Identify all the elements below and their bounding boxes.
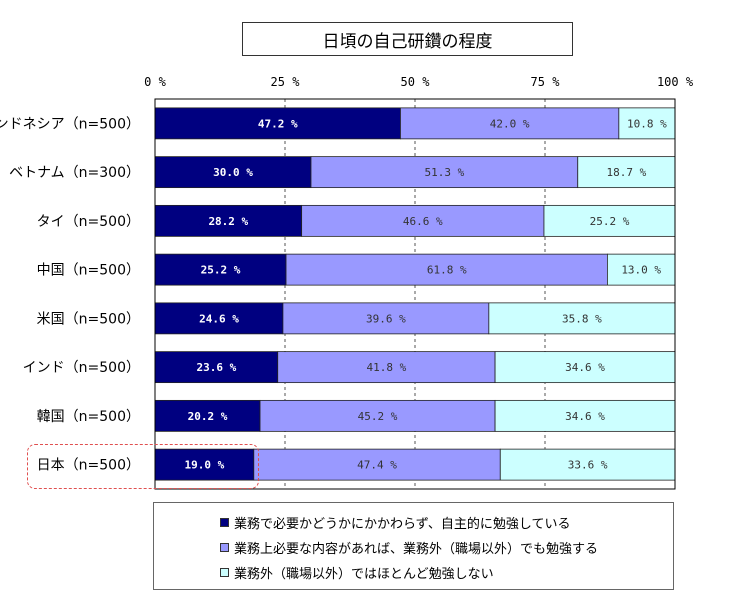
data-label: 46.6 % — [403, 215, 443, 228]
legend-swatch-if-needed — [220, 543, 229, 552]
category-label: ベトナム（n=300） — [9, 165, 140, 181]
data-label: 42.0 % — [490, 117, 530, 130]
data-label: 61.8 % — [427, 264, 467, 277]
data-label: 35.8 % — [562, 312, 602, 325]
bar-segment — [607, 253, 676, 286]
bar-segment — [154, 107, 401, 140]
data-label: 30.0 % — [213, 166, 253, 179]
bar-segment — [154, 351, 279, 384]
data-label: 41.8 % — [367, 361, 407, 374]
category-label: インド（n=500） — [23, 360, 140, 376]
data-label: 34.6 % — [565, 410, 605, 423]
legend-item: 業務上必要な内容があれば、業務外（職場以外）でも勉強する — [220, 535, 673, 560]
bar-segment — [494, 399, 676, 432]
data-label: 20.2 % — [188, 410, 228, 423]
bar-segment — [154, 156, 312, 189]
bar-segment — [543, 204, 676, 237]
legend-label: 業務外（職場以外）ではほとんど勉強しない — [234, 567, 494, 582]
data-label: 39.6 % — [366, 312, 406, 325]
bar-segment — [400, 107, 620, 140]
bar-segment — [285, 253, 608, 286]
bar-segment — [154, 204, 303, 237]
x-tick-label: 25 % — [271, 75, 301, 89]
bar-segment — [277, 351, 496, 384]
bar-segment — [154, 302, 284, 335]
bar-segment — [253, 448, 501, 481]
legend-item: 業務外（職場以外）ではほとんど勉強しない — [220, 560, 673, 585]
category-label: 韓国（n=500） — [37, 409, 140, 425]
bar-segment — [577, 156, 676, 189]
chart-title: 日頃の自己研鑽の程度 — [242, 22, 573, 56]
legend-label: 業務で必要かどうかにかかわらず、自主的に勉強している — [234, 517, 571, 532]
data-label: 45.2 % — [358, 410, 398, 423]
bar-segment — [618, 107, 676, 140]
legend-label: 業務上必要な内容があれば、業務外（職場以外）でも勉強する — [234, 542, 599, 557]
bar-segment — [494, 351, 676, 384]
x-tick-label: 0 % — [144, 75, 166, 89]
x-tick-label: 50 % — [401, 75, 431, 89]
category-label: インドネシア（n=500） — [0, 116, 140, 132]
bar-segment — [488, 302, 676, 335]
category-label: 米国（n=500） — [37, 311, 140, 327]
legend-swatch-self-study — [220, 518, 229, 527]
plot-frame — [154, 98, 676, 490]
category-label: 中国（n=500） — [37, 263, 140, 279]
data-label: 18.7 % — [607, 166, 647, 179]
bar-segment — [310, 156, 579, 189]
x-tick-label: 100 % — [657, 75, 694, 89]
category-label: 日本（n=500） — [37, 458, 140, 474]
legend-swatch-hardly-study — [220, 568, 229, 577]
legend: 業務で必要かどうかにかかわらず、自主的に勉強している 業務上必要な内容があれば、… — [153, 502, 674, 590]
bar-segment — [499, 448, 676, 481]
data-label: 33.6 % — [568, 459, 608, 472]
data-label: 10.8 % — [627, 117, 667, 130]
bar-segment — [154, 448, 255, 481]
data-label: 28.2 % — [208, 215, 248, 228]
data-label: 34.6 % — [565, 361, 605, 374]
data-label: 47.4 % — [357, 459, 397, 472]
data-label: 47.2 % — [258, 117, 298, 130]
data-label: 24.6 % — [199, 312, 239, 325]
data-label: 51.3 % — [425, 166, 465, 179]
bar-segment — [259, 399, 496, 432]
data-label: 13.0 % — [621, 264, 661, 277]
japan-highlight-outline — [27, 444, 259, 489]
data-label: 19.0 % — [185, 459, 225, 472]
bar-segment — [154, 253, 287, 286]
data-label: 25.2 % — [201, 264, 241, 277]
data-label: 23.6 % — [196, 361, 236, 374]
legend-item: 業務で必要かどうかにかかわらず、自主的に勉強している — [220, 510, 673, 535]
data-label: 25.2 % — [590, 215, 630, 228]
category-label: タイ（n=500） — [37, 214, 140, 230]
x-tick-label: 75 % — [531, 75, 561, 89]
bar-segment — [301, 204, 545, 237]
